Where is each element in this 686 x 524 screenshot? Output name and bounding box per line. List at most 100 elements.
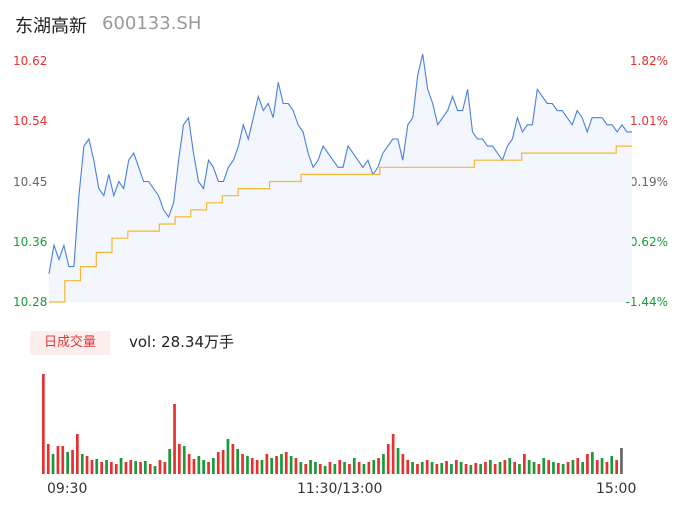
volume-bar — [134, 461, 137, 474]
volume-bar — [455, 460, 458, 474]
volume-bar — [255, 460, 259, 474]
volume-bar — [464, 464, 468, 474]
volume-bar — [299, 462, 303, 474]
volume-bar — [571, 460, 575, 474]
volume-bar — [80, 454, 84, 474]
volume-bar — [212, 458, 215, 474]
volume-bar — [503, 460, 507, 474]
volume-bar — [148, 464, 152, 474]
volume-bar — [450, 464, 453, 474]
volume-bar — [440, 463, 444, 474]
price-line — [48, 53, 632, 274]
volume-bar — [275, 456, 278, 474]
volume-bar — [493, 464, 497, 474]
volume-bar — [459, 462, 463, 474]
volume-bar — [114, 464, 118, 474]
volume-bar — [508, 458, 512, 474]
volume-bar — [90, 460, 94, 474]
volume-bar — [124, 462, 128, 474]
x-tick-close: 15:00 — [596, 481, 637, 497]
volume-bar — [284, 452, 288, 474]
y-tick-right: 1.82% — [629, 54, 668, 68]
volume-bar — [605, 462, 609, 474]
volume-bar — [289, 456, 293, 474]
volume-bar — [620, 448, 623, 474]
y-tick-right: -0.62% — [625, 234, 668, 249]
volume-bar — [144, 461, 147, 474]
volume-bar — [513, 462, 516, 474]
y-tick-left: 10.62 — [13, 54, 48, 68]
price-area-fill — [49, 53, 632, 303]
volume-bar — [420, 462, 424, 474]
volume-bar — [71, 450, 74, 474]
volume-bar — [547, 460, 550, 474]
volume-bar — [532, 462, 536, 474]
volume-bar — [542, 458, 546, 474]
average-price-line — [49, 145, 632, 303]
volume-bar — [139, 462, 142, 474]
volume-bar — [76, 434, 79, 474]
x-tick-open: 09:30 — [47, 481, 88, 497]
volume-bar — [411, 462, 414, 474]
volume-bar — [221, 450, 225, 474]
x-tick-midday: 11:30/13:00 — [297, 481, 383, 497]
volume-bar — [309, 460, 312, 474]
volume-bar — [100, 462, 103, 474]
y-tick-left: 10.28 — [13, 295, 48, 309]
volume-bar — [586, 454, 589, 474]
volume-bar — [430, 462, 434, 474]
volume-bar — [523, 454, 526, 474]
volume-bar — [581, 462, 584, 474]
volume-bar — [416, 464, 419, 474]
y-tick-left: 10.45 — [13, 174, 48, 189]
volume-bar — [474, 463, 478, 474]
y-tick-right: -1.44% — [625, 295, 668, 309]
volume-bar — [386, 444, 390, 474]
volume-bar — [280, 454, 283, 474]
volume-bar — [610, 456, 614, 474]
volume-bar — [401, 454, 405, 474]
volume-bar — [129, 460, 133, 474]
volume-bar — [56, 446, 60, 474]
volume-bar — [105, 460, 108, 474]
volume-bar — [479, 464, 482, 474]
volume-bar — [270, 458, 273, 474]
volume-bar — [391, 434, 395, 474]
volume-bar — [197, 456, 201, 474]
volume-bar — [469, 465, 473, 474]
volume-bar — [265, 454, 269, 474]
volume-bar — [42, 374, 45, 474]
volume-bar — [250, 458, 254, 474]
volume-bar — [192, 459, 196, 474]
volume-bar — [367, 462, 371, 474]
volume-bar — [396, 448, 400, 474]
volume-bar — [537, 464, 541, 474]
volume-bar — [173, 404, 176, 474]
volume-bar — [241, 454, 244, 474]
volume-bar — [561, 464, 565, 474]
volume-bar — [445, 461, 448, 474]
volume-bar — [294, 458, 298, 474]
volume-bar — [110, 462, 113, 474]
volume-bar — [178, 444, 181, 474]
volume-bar — [557, 463, 560, 474]
volume-bar — [357, 462, 361, 474]
volume-bar — [85, 456, 89, 474]
volume-bar — [226, 439, 230, 474]
volume-tab[interactable]: 日成交量 — [30, 331, 110, 355]
volume-bar — [246, 456, 249, 474]
volume-bar — [207, 462, 210, 474]
volume-bar — [435, 464, 439, 474]
volume-bar — [260, 460, 264, 474]
volume-bar — [425, 460, 429, 474]
volume-bar — [566, 462, 570, 474]
y-tick-right: 0.19% — [629, 174, 668, 189]
volume-bar — [51, 454, 55, 474]
volume-bar — [216, 452, 220, 474]
volume-bar — [61, 446, 65, 474]
volume-bar — [163, 462, 167, 474]
volume-bar — [187, 454, 191, 474]
y-tick-left: 10.54 — [13, 114, 48, 129]
volume-bar — [182, 446, 186, 474]
